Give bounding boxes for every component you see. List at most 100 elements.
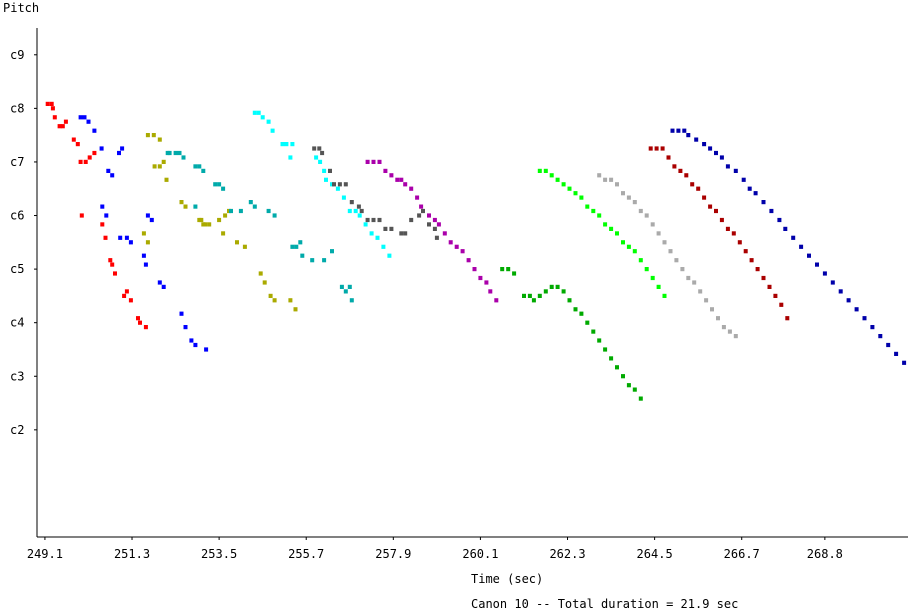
note-mark	[427, 222, 431, 227]
note-mark	[656, 231, 661, 236]
note-mark	[183, 325, 188, 330]
note-mark	[179, 311, 184, 316]
note-mark	[714, 150, 718, 156]
note-mark	[86, 119, 91, 124]
note-mark	[113, 271, 117, 276]
note-mark	[741, 177, 746, 182]
note-mark	[478, 275, 483, 281]
note-mark	[531, 298, 536, 303]
note-mark	[136, 316, 140, 321]
note-mark	[335, 186, 340, 191]
note-mark	[648, 146, 653, 151]
note-mark	[690, 182, 695, 187]
note-mark	[157, 164, 162, 169]
note-mark	[266, 208, 271, 214]
note-mark	[377, 217, 382, 223]
note-mark	[686, 275, 691, 281]
note-mark	[100, 222, 105, 227]
note-mark	[99, 146, 104, 151]
note-mark	[201, 222, 206, 227]
note-mark	[71, 137, 76, 142]
note-mark	[783, 226, 788, 231]
note-mark	[573, 307, 578, 312]
x-tick-label: 266.7	[724, 547, 760, 561]
x-tick-label: 264.5	[637, 547, 673, 561]
note-mark	[662, 293, 667, 298]
note-mark	[193, 204, 198, 209]
x-tick-label: 251.3	[114, 547, 150, 561]
note-mark	[197, 164, 202, 169]
note-mark	[854, 307, 859, 312]
note-mark	[104, 213, 109, 218]
note-mark	[597, 173, 602, 178]
note-mark	[484, 280, 489, 285]
note-mark	[106, 168, 111, 173]
note-mark	[472, 267, 477, 272]
note-mark	[145, 213, 150, 218]
note-mark	[128, 298, 133, 303]
note-mark	[353, 208, 358, 214]
note-mark	[314, 155, 319, 160]
note-mark	[45, 101, 50, 106]
note-mark	[343, 289, 348, 294]
note-mark	[434, 235, 439, 240]
note-mark	[151, 133, 156, 138]
note-mark	[656, 284, 661, 289]
note-mark	[193, 164, 198, 169]
note-mark	[753, 191, 758, 196]
y-tick-label: c3	[10, 369, 24, 383]
note-mark	[460, 249, 465, 254]
note-mark	[555, 284, 560, 289]
note-mark	[585, 320, 590, 325]
note-mark	[213, 182, 218, 187]
note-mark	[383, 168, 388, 173]
note-mark	[660, 146, 665, 151]
note-mark	[702, 142, 707, 147]
note-mark	[181, 155, 186, 160]
note-mark	[324, 177, 328, 182]
x-ticks: 249.1 251.3 253.5 255.7 257.9 260.1 262.3 264.5…	[27, 537, 843, 561]
note-mark	[573, 191, 578, 196]
note-mark	[145, 133, 150, 138]
note-mark	[615, 182, 619, 187]
note-mark	[419, 204, 424, 209]
note-mark	[161, 284, 166, 289]
note-mark	[626, 195, 631, 200]
note-mark	[567, 186, 572, 191]
note-mark	[201, 168, 206, 173]
note-mark	[432, 217, 437, 223]
note-mark	[654, 146, 659, 151]
note-mark	[522, 293, 526, 298]
note-mark	[761, 200, 766, 205]
note-mark	[567, 298, 572, 303]
note-mark	[294, 244, 299, 249]
note-mark	[672, 164, 677, 169]
note-mark	[500, 267, 505, 272]
note-mark	[755, 267, 760, 272]
note-mark	[256, 110, 261, 115]
note-mark	[339, 284, 344, 289]
note-mark	[110, 262, 115, 267]
note-mark	[357, 213, 362, 218]
note-mark	[63, 119, 68, 124]
note-mark	[290, 142, 295, 147]
note-mark	[696, 186, 701, 191]
note-mark	[725, 164, 730, 169]
note-mark	[78, 115, 83, 120]
note-mark	[670, 128, 675, 133]
note-mark	[118, 235, 123, 240]
note-mark	[650, 222, 655, 227]
note-mark	[769, 208, 774, 214]
note-mark	[512, 271, 517, 276]
note-mark	[399, 231, 404, 236]
note-mark	[878, 334, 883, 339]
note-mark	[621, 191, 625, 196]
note-mark	[773, 293, 778, 298]
note-mark	[389, 226, 394, 231]
note-mark	[597, 213, 602, 218]
note-mark	[427, 213, 431, 218]
note-mark	[676, 128, 681, 133]
note-mark	[57, 124, 62, 129]
note-mark	[117, 150, 121, 156]
